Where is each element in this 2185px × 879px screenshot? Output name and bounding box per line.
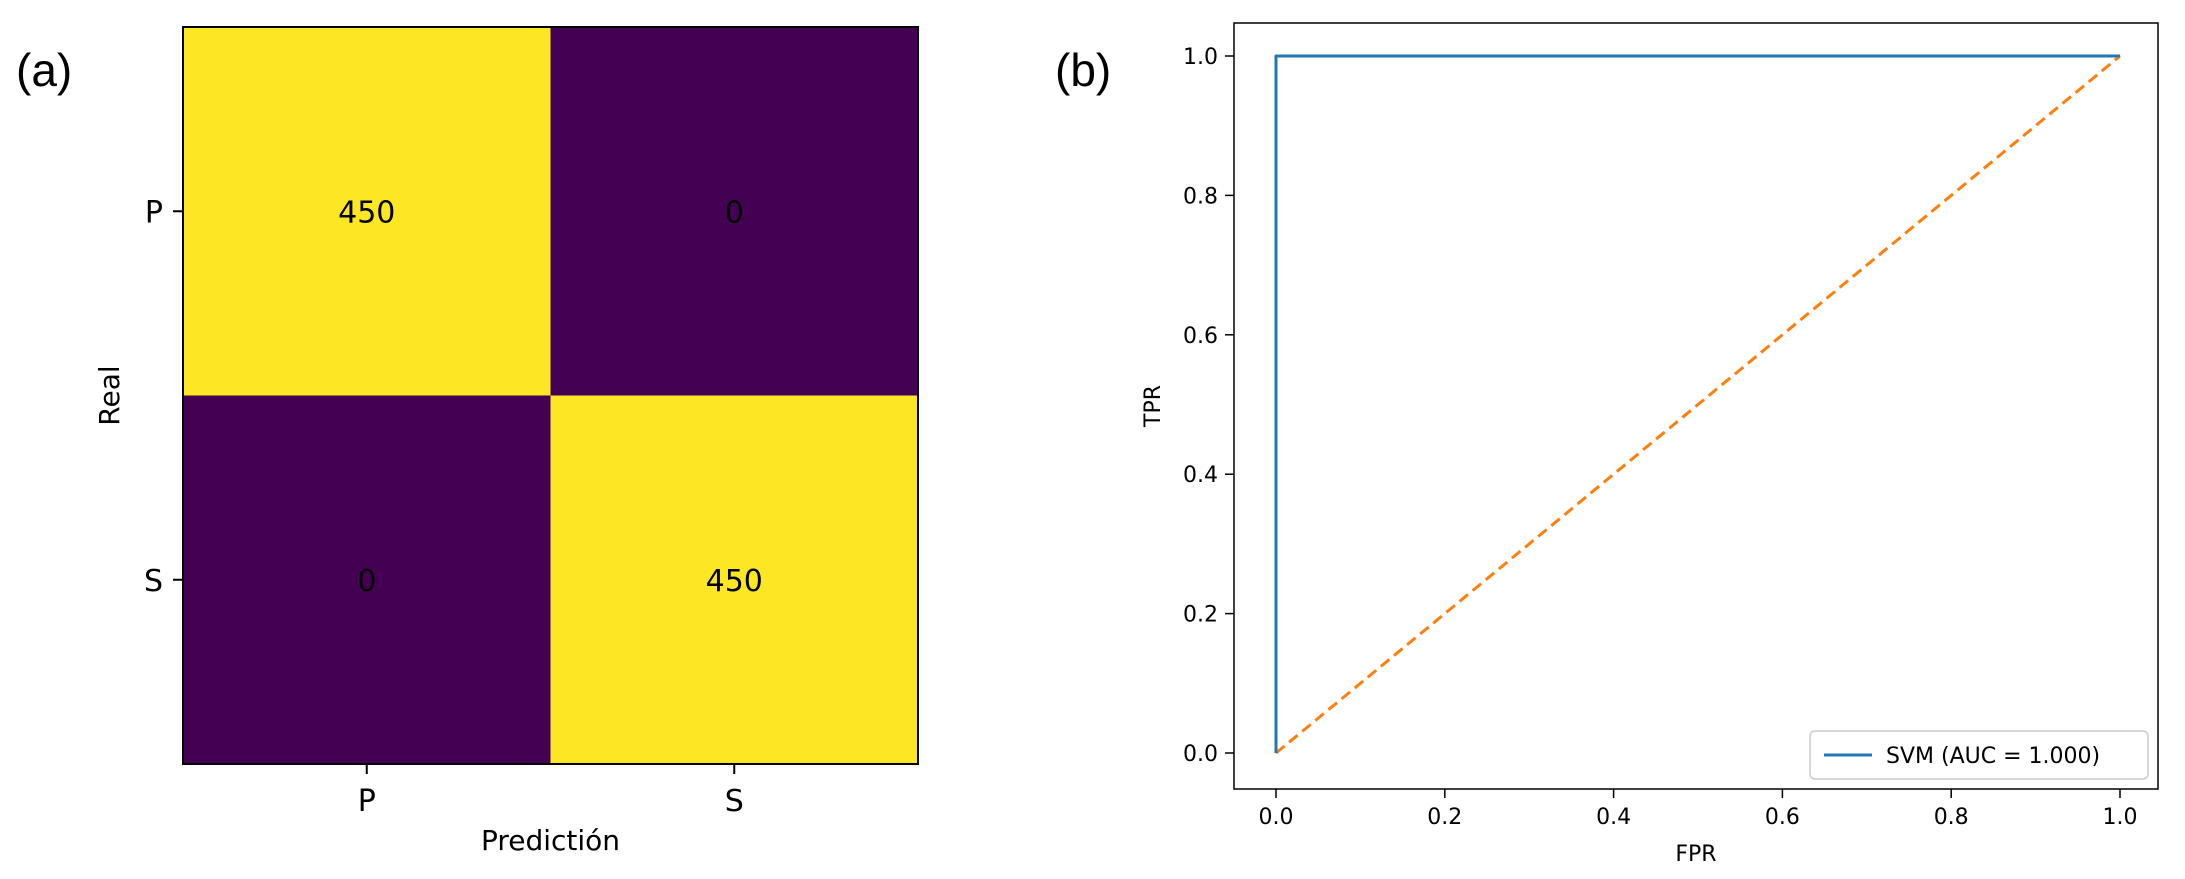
panel-label-a: (a)	[16, 44, 72, 96]
heatmap-cell-P-P	[183, 27, 551, 396]
x-tick-label: S	[725, 784, 744, 819]
x-axis-label: FPR	[1675, 842, 1716, 867]
heatmap-cell-S-P	[183, 395, 551, 764]
y-tick-label: P	[145, 195, 163, 230]
x-tick-label: P	[358, 784, 376, 819]
cell-value-label: 0	[725, 195, 744, 230]
chance-diagonal-line	[1275, 54, 2121, 755]
heatmap-cell-S-S	[550, 395, 918, 764]
y-axis-label: TPR	[1141, 385, 1166, 428]
x-tick-label: 0.4	[1596, 805, 1631, 830]
x-tick-label: 0.8	[1934, 805, 1969, 830]
x-tick-label: 1.0	[2103, 805, 2138, 830]
legend-label-svm: SVM (AUC = 1.000)	[1886, 744, 2100, 769]
x-tick-label: 0.6	[1765, 805, 1800, 830]
y-tick-label: 0.6	[1183, 324, 1218, 349]
cell-value-label: 0	[357, 564, 376, 599]
y-axis-label: Real	[93, 365, 126, 425]
legend-box	[1809, 730, 2149, 780]
y-tick-label: 1.0	[1183, 45, 1218, 70]
confusion-matrix-chart: 450 0 0 450 P S P S Predictión Real	[93, 26, 919, 857]
cell-value-label: 450	[338, 195, 395, 230]
heatmap-cell-P-S	[550, 27, 918, 396]
x-axis-label: Predictión	[481, 824, 620, 857]
y-tick-label: 0.0	[1183, 742, 1218, 767]
x-tick-label: 0.0	[1259, 805, 1294, 830]
svm-roc-line	[1274, 54, 2120, 753]
y-tick-label: S	[144, 564, 163, 599]
y-tick-label: 0.4	[1183, 463, 1218, 488]
y-tick-label: 0.8	[1183, 184, 1218, 209]
y-tick-label: 0.2	[1183, 603, 1218, 628]
heatmap-frame	[182, 26, 919, 765]
panel-label-b: (b)	[1055, 44, 1111, 96]
cell-value-label: 450	[706, 564, 763, 599]
roc-curve-chart: 0.0 0.2 0.4 0.6 0.8 1.0 0.0 0.2 0.4 0.6 0.8 1.0 FPR T…	[1141, 22, 2159, 867]
x-tick-label: 0.2	[1427, 805, 1462, 830]
